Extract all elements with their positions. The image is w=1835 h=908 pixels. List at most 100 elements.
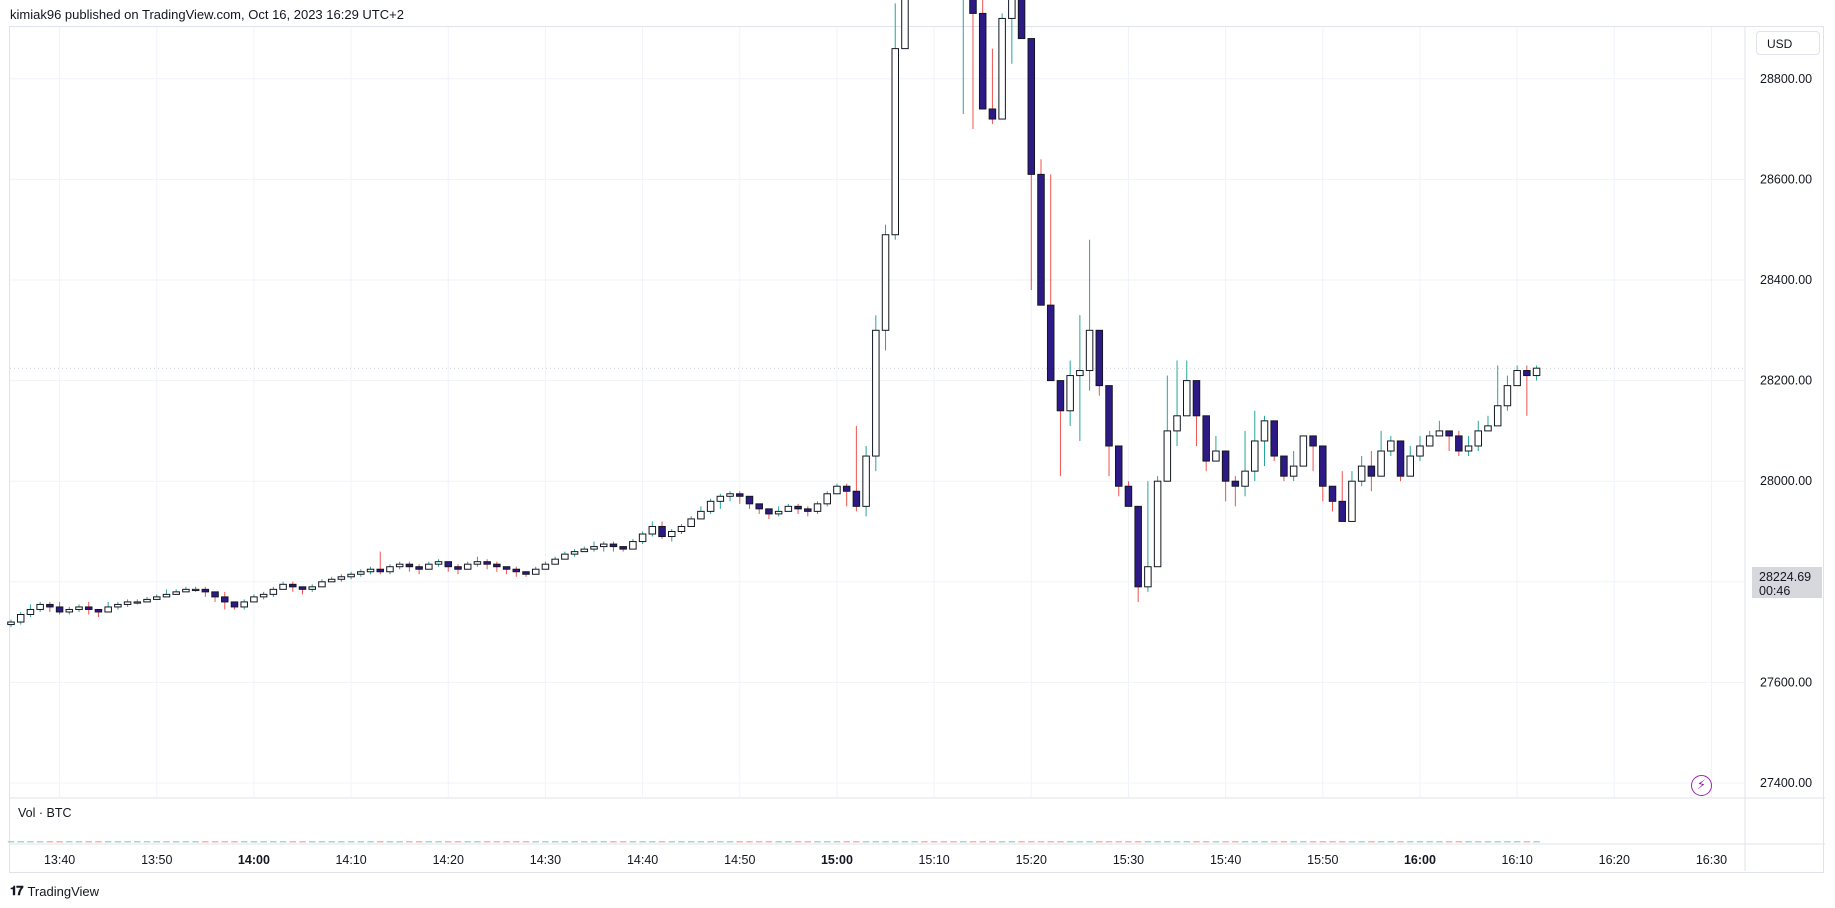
candle[interactable] (813, 501, 822, 514)
candle[interactable] (36, 601, 44, 612)
candle[interactable] (1513, 365, 1521, 387)
candle[interactable] (784, 503, 793, 512)
candle[interactable] (1076, 315, 1084, 441)
candle[interactable] (1173, 360, 1181, 446)
candle[interactable] (1144, 481, 1152, 592)
candle[interactable] (454, 564, 462, 575)
candle[interactable] (75, 604, 83, 612)
volume-legend[interactable]: Vol · BTC (18, 806, 72, 820)
candle[interactable] (765, 508, 773, 519)
candle[interactable] (26, 604, 35, 618)
candle[interactable] (1367, 451, 1376, 492)
candle[interactable] (609, 541, 618, 552)
candle[interactable] (366, 566, 375, 575)
candle[interactable] (230, 601, 239, 610)
candle[interactable] (978, 0, 987, 110)
candle[interactable] (502, 566, 511, 575)
candle[interactable] (463, 561, 472, 570)
candle[interactable] (1037, 159, 1045, 306)
candle[interactable] (1309, 435, 1317, 472)
candle[interactable] (677, 523, 686, 535)
candle[interactable] (1319, 445, 1327, 502)
candle[interactable] (1493, 365, 1502, 427)
candle[interactable] (289, 581, 297, 592)
candle[interactable] (522, 571, 530, 577)
candle[interactable] (1241, 430, 1249, 497)
candle[interactable] (1105, 385, 1113, 477)
candle[interactable] (833, 483, 841, 495)
candle[interactable] (619, 546, 627, 552)
candle[interactable] (969, 0, 977, 130)
candle[interactable] (395, 561, 404, 570)
candle[interactable] (1260, 415, 1269, 467)
candle[interactable] (1532, 365, 1541, 381)
candle[interactable] (531, 566, 540, 575)
candle[interactable] (1017, 0, 1026, 40)
candle[interactable] (425, 561, 433, 570)
candle[interactable] (133, 599, 142, 605)
candle[interactable] (318, 579, 326, 588)
candle[interactable] (182, 586, 190, 593)
candle[interactable] (483, 559, 491, 570)
candle[interactable] (629, 539, 637, 550)
candle[interactable] (1066, 360, 1074, 426)
candle[interactable] (745, 495, 754, 509)
candle[interactable] (1270, 420, 1278, 462)
candle[interactable] (191, 586, 200, 592)
candle[interactable] (1387, 435, 1395, 457)
candle[interactable] (1027, 38, 1036, 291)
candle[interactable] (648, 521, 657, 537)
candle[interactable] (512, 566, 521, 577)
candle[interactable] (250, 594, 258, 603)
candle[interactable] (84, 601, 93, 615)
candle[interactable] (298, 586, 307, 595)
candle[interactable] (1377, 430, 1385, 477)
time-axis[interactable]: 13:40 13:50 14:00 14:10 14:20 14:30 14:40 14:50… (44, 853, 1727, 867)
candle[interactable] (774, 506, 783, 517)
candle[interactable] (308, 584, 316, 592)
candle[interactable] (755, 503, 763, 514)
candle[interactable] (726, 491, 734, 502)
candle[interactable] (415, 564, 423, 575)
candle[interactable] (804, 506, 812, 517)
candle[interactable] (706, 498, 715, 514)
candle[interactable] (862, 445, 870, 517)
candle[interactable] (1416, 435, 1424, 462)
candle[interactable] (386, 564, 394, 575)
candle[interactable] (221, 591, 229, 610)
candle[interactable] (211, 591, 219, 602)
candle[interactable] (823, 491, 831, 507)
candle[interactable] (1523, 365, 1531, 416)
candle[interactable] (668, 528, 676, 542)
candle[interactable] (259, 591, 268, 600)
candle[interactable] (493, 561, 501, 572)
candle[interactable] (16, 611, 25, 625)
candle[interactable] (697, 506, 705, 520)
candle[interactable] (716, 493, 725, 509)
candle[interactable] (1153, 476, 1162, 568)
candle[interactable] (1445, 430, 1453, 452)
candle[interactable] (1085, 239, 1094, 391)
candle[interactable] (240, 599, 248, 610)
candle[interactable] (842, 483, 851, 507)
candle[interactable] (327, 576, 336, 583)
candle[interactable] (1289, 451, 1298, 482)
candle[interactable] (143, 596, 151, 603)
candle[interactable] (891, 3, 899, 240)
candle[interactable] (201, 586, 210, 597)
candle[interactable] (580, 546, 589, 553)
candle[interactable] (1406, 445, 1414, 477)
candle[interactable] (1280, 455, 1288, 482)
candle[interactable] (269, 586, 278, 597)
footer-brand[interactable]: 𝟏𝟕 TradingView (10, 883, 99, 899)
candle[interactable] (162, 589, 171, 598)
candle[interactable] (1192, 380, 1201, 446)
candle[interactable] (1474, 420, 1483, 452)
candle[interactable] (279, 581, 287, 590)
candle[interactable] (852, 425, 861, 512)
candle[interactable] (881, 224, 890, 351)
candle[interactable] (570, 549, 579, 557)
candle[interactable] (1163, 375, 1172, 482)
candle[interactable] (1095, 329, 1104, 396)
candle[interactable] (599, 541, 608, 552)
